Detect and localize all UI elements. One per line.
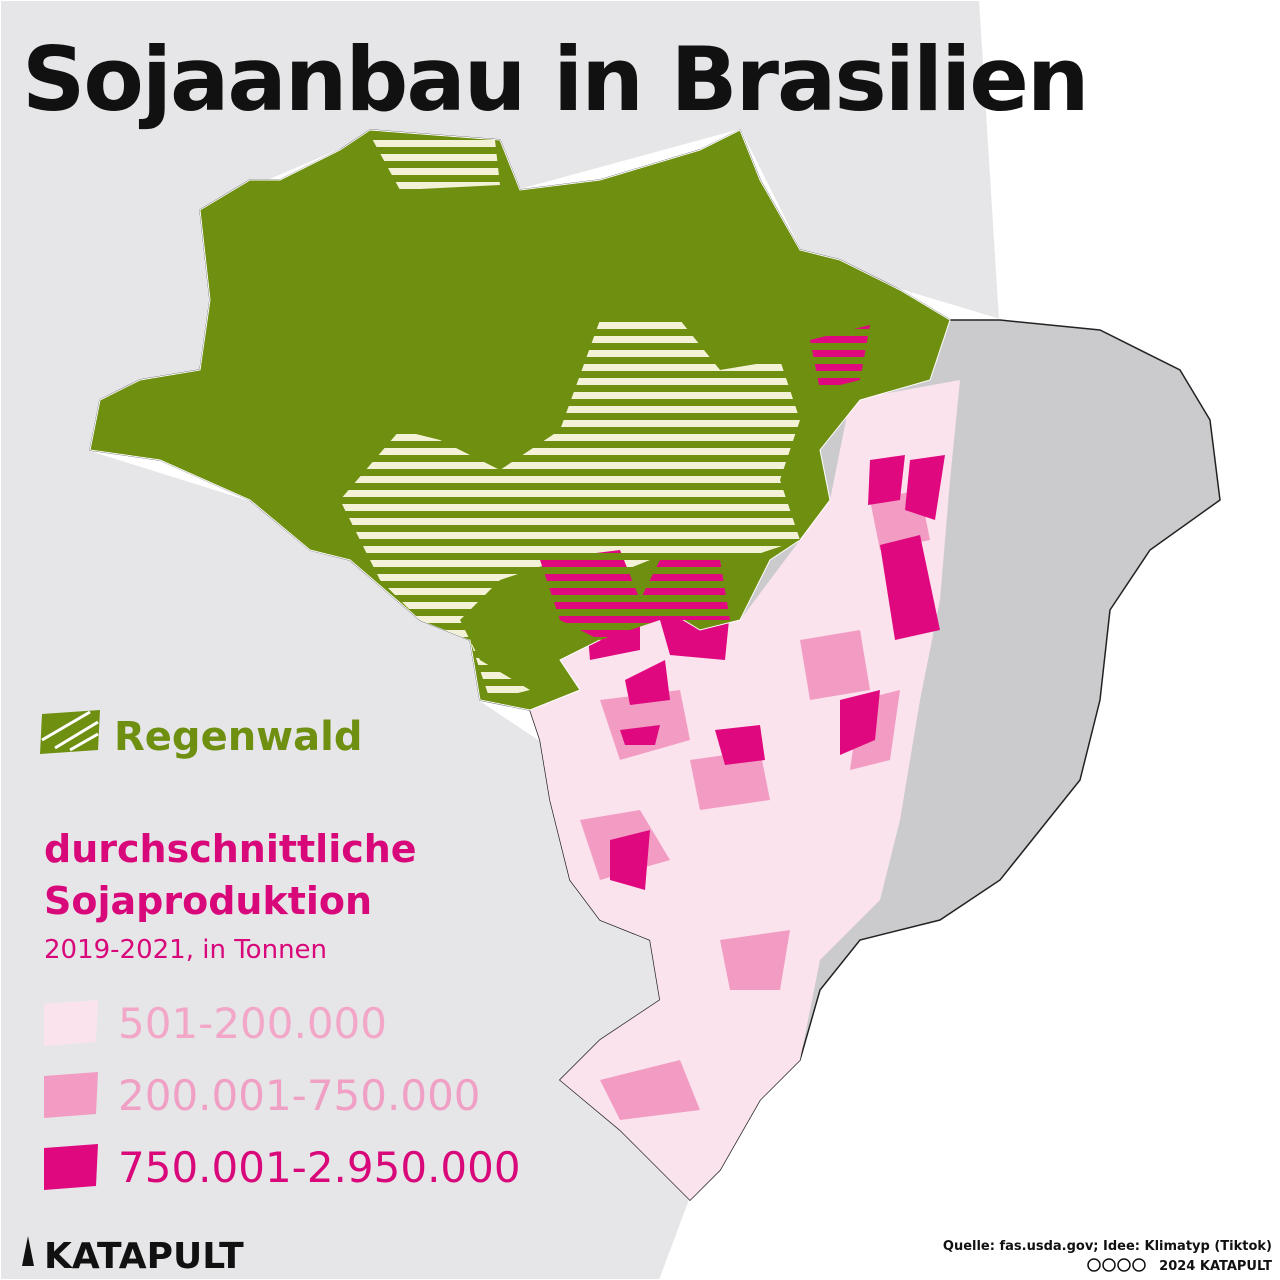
legend-class-label: 750.001-2.950.000	[118, 1143, 521, 1192]
legend-swatch	[44, 1144, 98, 1190]
rainforest-deforested	[370, 135, 500, 190]
rainforest-swatch-stripes	[41, 710, 99, 752]
rainforest-label: Regenwald	[114, 714, 362, 760]
source: Quelle: fas.usda.gov; Idee: Klimatyp (Ti…	[943, 1239, 1272, 1254]
rainforest-deforested	[340, 320, 800, 700]
copyright: 2024 KATAPULT	[1159, 1259, 1272, 1274]
rainforest-soy	[810, 325, 870, 390]
legend-swatch	[44, 1072, 98, 1118]
brand: KATAPULT	[44, 1236, 244, 1277]
brand-icon	[22, 1236, 34, 1266]
legend-heading: durchschnittliche	[44, 827, 417, 871]
production-medium	[580, 490, 930, 1120]
legend-class-label: 200.001-750.000	[118, 1071, 481, 1120]
rainforest-swatch	[40, 710, 100, 754]
legend-class-label: 501-200.000	[118, 999, 387, 1048]
legend-classes: 501-200.000 200.001-750.000 750.001-2.950.…	[44, 999, 521, 1192]
title: Sojaanbau in Brasilien	[22, 28, 1088, 131]
legend-subtitle: 2019-2021, in Tonnen	[44, 935, 327, 965]
cc-icons	[1087, 1258, 1146, 1272]
legend-heading: Sojaproduktion	[44, 879, 372, 923]
rainforest-soy	[540, 550, 730, 640]
legend-swatch	[44, 1000, 98, 1046]
